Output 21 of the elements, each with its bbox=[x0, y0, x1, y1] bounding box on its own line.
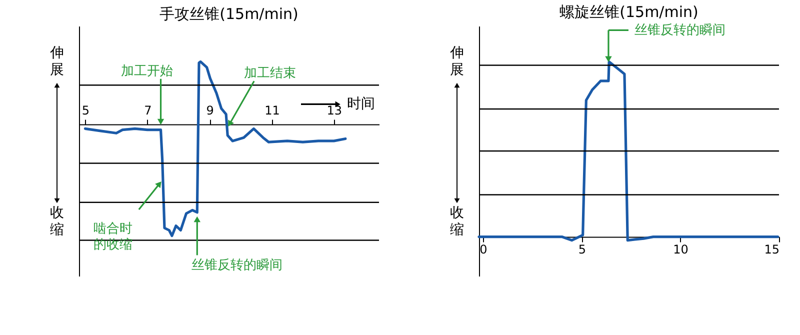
x-tick-label: 5 bbox=[578, 242, 586, 256]
chart-title: 手攻丝锥(15m/min) bbox=[160, 5, 298, 23]
x-tick-label: 0 bbox=[480, 242, 488, 256]
x-axis-title: 时间 bbox=[347, 96, 375, 112]
text: 伸展 bbox=[449, 45, 464, 78]
x-tick-label: 13 bbox=[326, 104, 342, 118]
x-tick-label: 9 bbox=[206, 104, 214, 118]
text: 收缩 bbox=[50, 205, 64, 238]
x-tick-label: 5 bbox=[82, 104, 90, 118]
x-tick-label: 11 bbox=[264, 104, 280, 118]
x-tick-label: 10 bbox=[673, 242, 688, 256]
annotation: 加工结束 bbox=[244, 66, 296, 82]
annotation: 啮合时的收缩 bbox=[93, 221, 132, 252]
annotation: 丝锥反转的瞬间 bbox=[634, 23, 726, 38]
chart-title: 螺旋丝锥(15m/min) bbox=[560, 3, 698, 22]
text: 伸展 bbox=[49, 45, 64, 78]
annotation: 加工开始 bbox=[120, 64, 173, 79]
x-tick-label: 7 bbox=[144, 104, 152, 118]
text: 收缩 bbox=[450, 205, 464, 238]
annotation: 丝锥反转的瞬间 bbox=[192, 258, 283, 274]
x-tick-label: 15 bbox=[764, 242, 780, 256]
